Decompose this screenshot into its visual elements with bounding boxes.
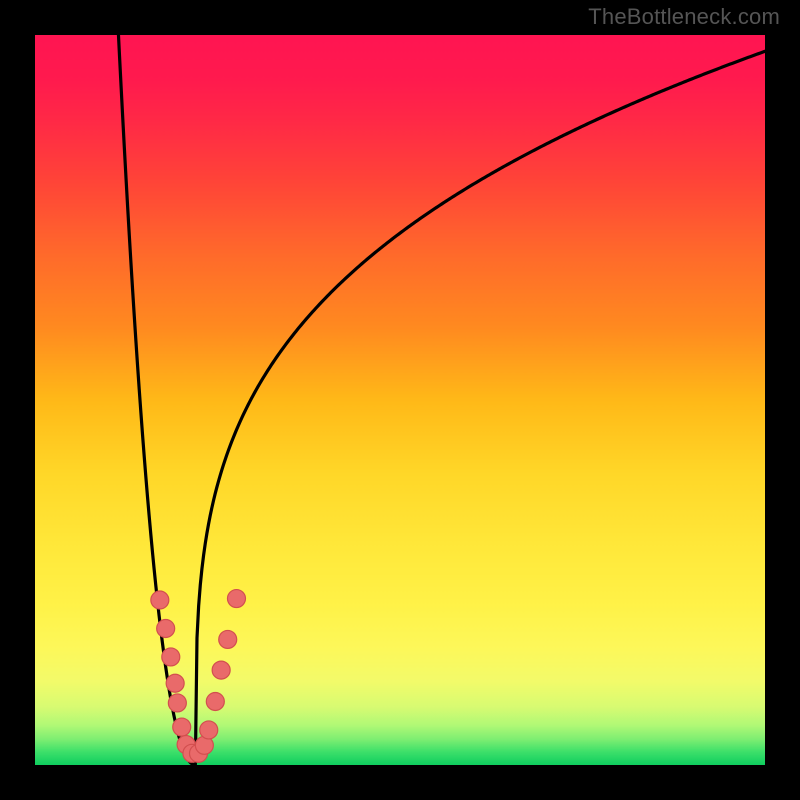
watermark-text: TheBottleneck.com — [588, 4, 780, 30]
gradient-background — [35, 35, 765, 765]
chart-stage: TheBottleneck.com — [0, 0, 800, 800]
